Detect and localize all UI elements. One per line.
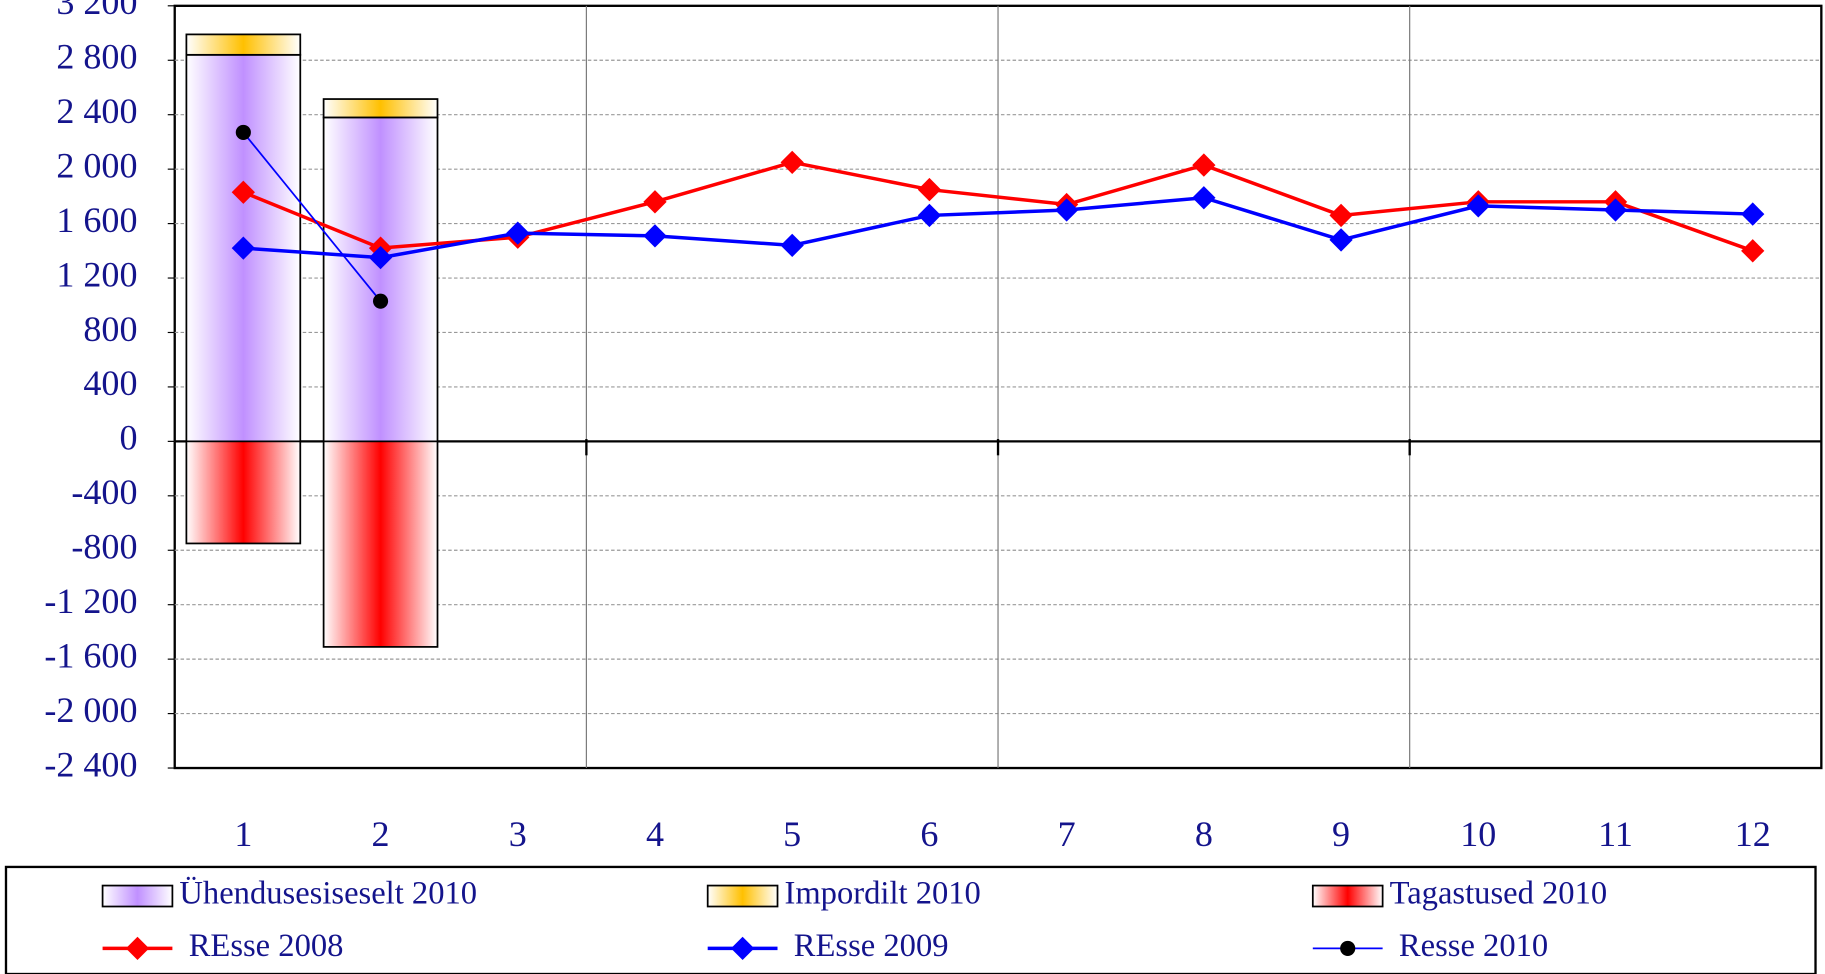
x-tick-label: 5	[783, 814, 801, 854]
x-tick-label: 10	[1460, 814, 1496, 854]
marker	[917, 177, 942, 202]
line	[243, 195, 1753, 260]
marker	[1603, 198, 1628, 222]
x-tick-label: 4	[646, 814, 664, 854]
y-tick-label: 2 000	[56, 145, 137, 185]
legend-label: REsse 2008	[189, 928, 344, 964]
y-tick-label: 0	[119, 418, 137, 458]
marker	[643, 224, 667, 248]
x-tick-label: 2	[372, 814, 390, 854]
y-tick-label: -1 200	[44, 581, 137, 621]
y-tick-label: -2 400	[44, 744, 137, 784]
bar	[322, 98, 439, 119]
x-tick-label: 9	[1332, 814, 1350, 854]
y-tick-label: 1 200	[56, 254, 137, 294]
x-tick-label: 7	[1058, 814, 1076, 854]
y-tick-label: 800	[83, 309, 137, 349]
marker	[917, 203, 942, 228]
bar	[322, 440, 439, 648]
legend-marker	[125, 936, 150, 961]
legend-box	[4, 865, 1817, 974]
marker	[1329, 228, 1353, 252]
x-tick-label: 11	[1598, 814, 1633, 854]
marker	[1741, 202, 1765, 226]
marker	[231, 236, 255, 260]
marker	[372, 293, 389, 309]
line	[242, 160, 1754, 253]
y-tick-label: -800	[71, 527, 137, 567]
marker	[235, 124, 251, 140]
x-tick-label: 3	[509, 814, 527, 854]
marker	[780, 233, 804, 258]
x-tick-label: 1	[234, 814, 252, 854]
y-tick-label: 2 400	[56, 91, 137, 131]
marker	[1329, 203, 1353, 228]
x-tick-label: 6	[920, 814, 938, 854]
legend-marker	[1340, 940, 1356, 956]
bar	[185, 440, 302, 545]
y-tick-label: 3 200	[56, 0, 137, 22]
x-tick-label: 12	[1735, 814, 1771, 854]
y-tick-label: -2 000	[44, 690, 137, 730]
marker	[643, 190, 667, 214]
legend-swatch	[1311, 884, 1384, 908]
legend-label: Tagastused 2010	[1390, 876, 1608, 912]
legend-swatch	[101, 884, 174, 908]
legend-label: REsse 2009	[794, 928, 949, 964]
y-tick-label: 2 800	[56, 37, 137, 77]
y-tick-label: -400	[71, 472, 137, 512]
marker	[1466, 194, 1490, 218]
bar	[322, 116, 439, 443]
bar	[185, 33, 302, 56]
marker	[506, 221, 530, 245]
legend-label: Impordilt 2010	[784, 876, 980, 912]
y-tick-label: -1 600	[44, 635, 137, 675]
legend-swatch	[706, 884, 779, 908]
legend-label: Ühendusesiseselt 2010	[179, 876, 477, 912]
y-tick-label: 1 600	[56, 200, 137, 240]
x-tick-label: 8	[1195, 814, 1213, 854]
line	[242, 131, 382, 302]
legend-marker	[730, 936, 755, 961]
legend-label: Resse 2010	[1399, 928, 1548, 964]
marker	[780, 150, 804, 174]
y-tick-label: 400	[83, 363, 137, 403]
